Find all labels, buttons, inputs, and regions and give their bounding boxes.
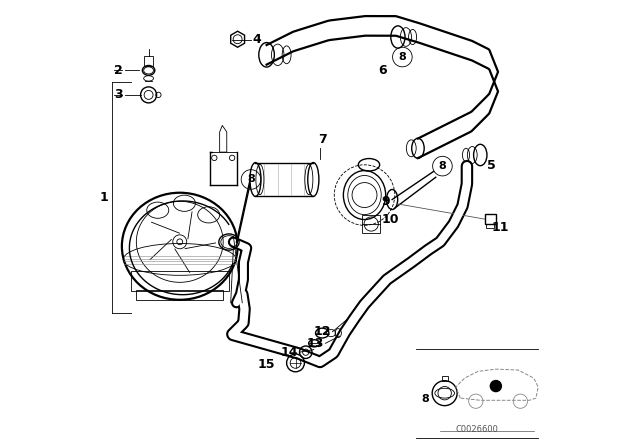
Text: 8: 8 <box>399 52 406 62</box>
Text: 8: 8 <box>247 174 255 185</box>
Text: 13: 13 <box>306 337 324 350</box>
Bar <box>486 224 494 228</box>
Circle shape <box>490 380 502 392</box>
Text: 8: 8 <box>421 394 429 405</box>
Text: 5: 5 <box>487 159 496 172</box>
Text: 10: 10 <box>381 213 399 226</box>
Text: 7: 7 <box>318 133 326 146</box>
Text: 9: 9 <box>381 195 390 208</box>
Text: C0026600: C0026600 <box>456 425 499 434</box>
Bar <box>144 56 153 65</box>
Text: 2: 2 <box>115 64 123 77</box>
Text: 3: 3 <box>115 88 123 101</box>
Text: 11: 11 <box>492 221 509 234</box>
Text: 4: 4 <box>252 33 261 46</box>
Text: 14: 14 <box>280 346 298 359</box>
Bar <box>131 271 229 291</box>
Text: 6: 6 <box>378 64 387 77</box>
Bar <box>442 376 448 381</box>
Bar <box>484 214 496 224</box>
Text: 8: 8 <box>438 161 446 171</box>
Bar <box>362 215 380 233</box>
Text: 15: 15 <box>258 358 275 371</box>
Bar <box>136 290 223 300</box>
Text: 12: 12 <box>314 325 331 338</box>
Text: 1: 1 <box>100 191 108 204</box>
